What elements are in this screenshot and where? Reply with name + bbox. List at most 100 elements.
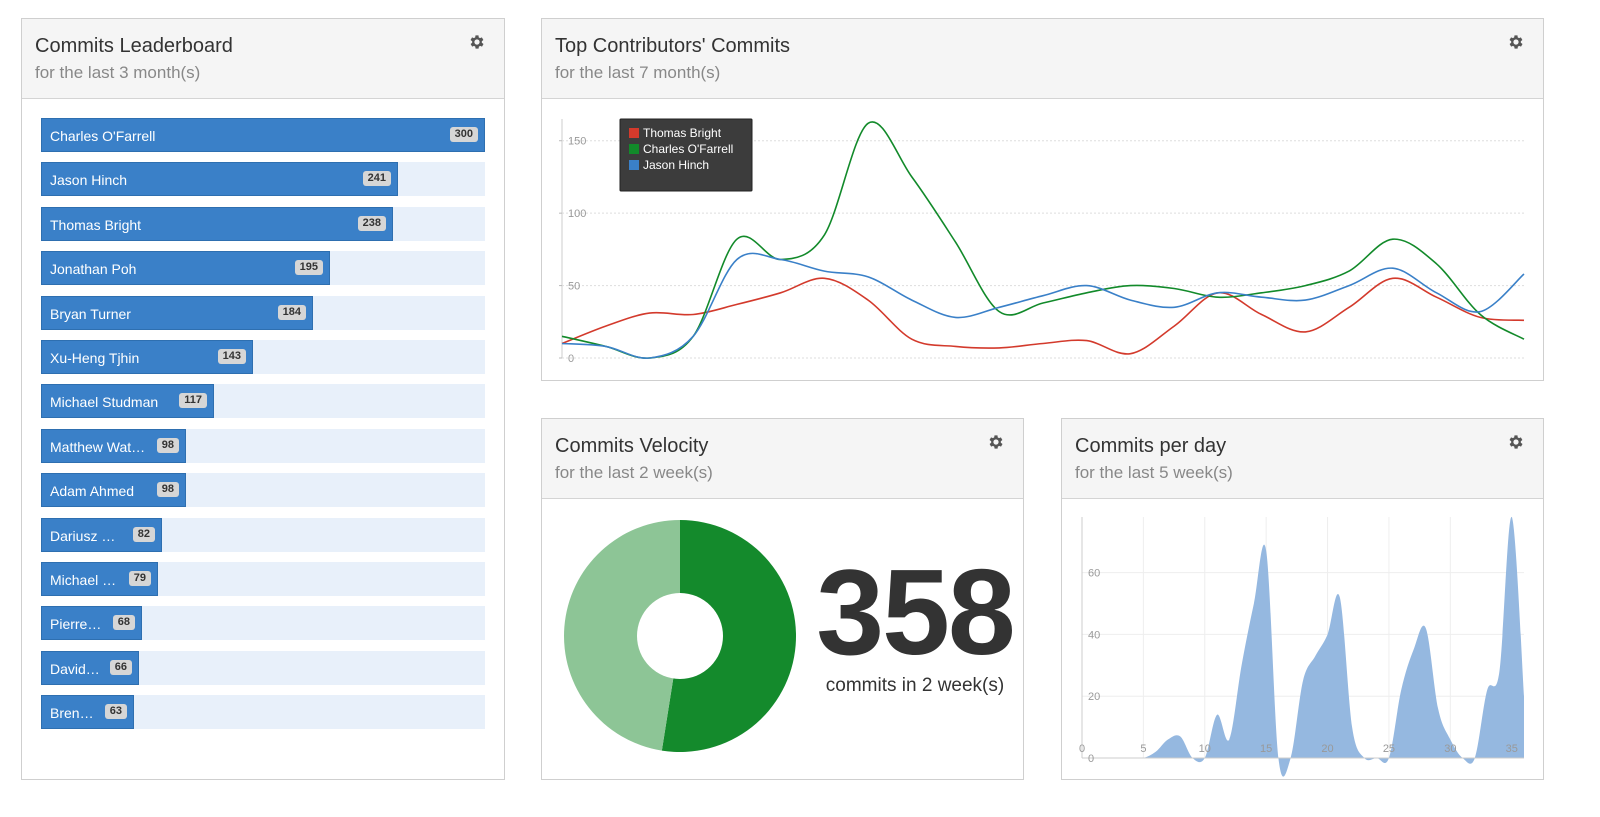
perday-panel: Commits per day for the last 5 week(s) 0… (1061, 418, 1544, 780)
x-tick-label: 15 (1260, 743, 1272, 755)
commit-count-badge: 195 (294, 260, 323, 276)
area-series (1082, 516, 1524, 777)
velocity-title: Commits Velocity (555, 435, 709, 457)
leaderboard-row[interactable]: Jason Hinch 241 (41, 162, 485, 197)
commit-count-badge: 238 (357, 215, 386, 231)
leaderboard-bar: David … (41, 650, 139, 685)
leaderboard-row[interactable]: Xu-Heng Tjhin 143 (41, 340, 485, 374)
perday-title: Commits per day (1075, 435, 1227, 457)
commit-count-badge: 98 (156, 482, 179, 498)
leaderboard-bar: Charles O'Farrell (41, 118, 485, 152)
y-tick-label: 0 (1088, 753, 1094, 765)
gear-icon[interactable] (1507, 433, 1525, 451)
x-tick-label: 10 (1199, 743, 1211, 755)
perday-area-chart: 0 20 40 60 0 5 10 15 20 25 30 35 (1079, 516, 1524, 777)
perday-header: Commits per day for the last 5 week(s) (1062, 419, 1543, 499)
x-tick-label: 20 (1321, 743, 1333, 755)
x-tick-label: 5 (1140, 743, 1146, 755)
y-tick-label: 150 (568, 136, 586, 148)
leaderboard-row[interactable]: Dariusz Ko… 82 (41, 517, 485, 552)
leaderboard-name: Bryan Turner (50, 305, 131, 322)
leaderboard-bar: Thomas Bright (41, 206, 393, 241)
velocity-number: 358 (816, 544, 1016, 680)
leaderboard-name: Pierre-… (50, 616, 103, 633)
commit-count-badge: 184 (277, 304, 306, 320)
leaderboard-bar: Jason Hinch (41, 162, 398, 197)
x-tick-label: 0 (1079, 743, 1085, 755)
leaderboard-row[interactable]: David … 66 (41, 650, 485, 685)
leaderboard-row[interactable]: Bryan Turner 184 (41, 295, 485, 330)
leaderboard-row[interactable]: Thomas Bright 238 (41, 206, 485, 241)
y-tick-label: 0 (568, 353, 574, 365)
velocity-body: 358 commits in 2 week(s) (542, 499, 1023, 779)
x-tick-label: 25 (1383, 743, 1395, 755)
contributors-subtitle: for the last 7 month(s) (555, 63, 721, 82)
y-tick-label: 20 (1088, 691, 1100, 703)
series-line (561, 121, 1525, 359)
legend-label: Jason Hinch (643, 158, 709, 172)
perday-subtitle: for the last 5 week(s) (1075, 463, 1233, 482)
x-tick-label: 35 (1506, 743, 1518, 755)
leaderboard-name: David … (50, 660, 100, 677)
donut-slice (564, 520, 680, 751)
leaderboard-name: Matthew Watson (50, 438, 147, 455)
leaderboard-panel: Commits Leaderboard for the last 3 month… (21, 18, 505, 780)
commit-count-badge: 241 (362, 171, 391, 187)
velocity-donut-chart (564, 520, 797, 752)
legend-label: Thomas Bright (643, 126, 722, 140)
series-line (561, 277, 1525, 355)
leaderboard-name: Xu-Heng Tjhin (50, 350, 140, 366)
gear-icon[interactable] (987, 433, 1005, 451)
commit-count-badge: 68 (112, 615, 135, 631)
leaderboard-row[interactable]: Michael H… 79 (41, 562, 485, 596)
velocity-panel: Commits Velocity for the last 2 week(s) … (541, 418, 1024, 780)
commit-count-badge: 143 (217, 349, 246, 364)
legend: Thomas Bright Charles O'Farrell Jason Hinc… (619, 118, 753, 192)
y-tick-label: 60 (1088, 568, 1100, 580)
legend-label: Charles O'Farrell (643, 142, 733, 156)
leaderboard-name: Thomas Bright (50, 216, 142, 233)
leaderboard-row[interactable]: Matthew Watson 98 (41, 428, 485, 463)
leaderboard-header: Commits Leaderboard for the last 3 month… (22, 19, 504, 99)
series-line (561, 252, 1525, 359)
gear-icon[interactable] (468, 33, 486, 51)
contributors-title: Top Contributors' Commits (555, 35, 790, 57)
leaderboard-name: Dariusz Ko… (50, 527, 123, 544)
leaderboard-row[interactable]: Brent … 63 (41, 695, 485, 730)
donut-hole (637, 593, 723, 679)
legend-swatch (629, 144, 639, 154)
contributors-panel: Top Contributors' Commits for the last 7… (541, 18, 1544, 381)
commit-count-badge: 66 (109, 659, 132, 675)
leaderboard-name: Jason Hinch (50, 172, 128, 189)
commit-count-badge: 98 (156, 437, 179, 453)
commit-count-badge: 63 (104, 704, 127, 720)
commit-count-badge: 117 (179, 393, 207, 409)
legend-swatch (629, 128, 639, 138)
gear-icon[interactable] (1507, 33, 1525, 51)
leaderboard-subtitle: for the last 3 month(s) (35, 63, 201, 82)
legend-box (619, 118, 753, 192)
leaderboard-name: Brent … (50, 705, 95, 722)
leaderboard-name: Charles O'Farrell (50, 128, 156, 144)
velocity-subtitle: for the last 2 week(s) (555, 463, 713, 482)
commit-count-badge: 82 (132, 526, 155, 542)
y-tick-label: 50 (568, 281, 580, 293)
leaderboard-row[interactable]: Michael Studman 117 (41, 384, 485, 419)
leaderboard-bar: Jonathan Poh (41, 251, 330, 286)
leaderboard-name: Jonathan Poh (50, 261, 137, 278)
contributors-header: Top Contributors' Commits for the last 7… (542, 19, 1543, 99)
commit-count-badge: 79 (128, 571, 151, 586)
leaderboard-title: Commits Leaderboard (35, 35, 233, 57)
contributors-line-chart: 0 50 100 150 Thomas Bright Charles O'Farrell J… (559, 118, 1525, 365)
leaderboard-row[interactable]: Adam Ahmed 98 (41, 473, 485, 508)
leaderboard-bar: Bryan Turner (41, 295, 313, 330)
leaderboard-name: Michael H… (50, 572, 119, 588)
velocity-caption: commits in 2 week(s) (825, 675, 1005, 696)
leaderboard-row[interactable]: Charles O'Farrell 300 (41, 118, 485, 152)
legend-swatch (629, 160, 639, 170)
x-tick-label: 30 (1444, 743, 1456, 755)
leaderboard-row[interactable]: Pierre-… 68 (41, 606, 485, 641)
y-tick-label: 40 (1088, 629, 1100, 641)
leaderboard-row[interactable]: Jonathan Poh 195 (41, 251, 485, 286)
commit-count-badge: 300 (449, 127, 478, 142)
